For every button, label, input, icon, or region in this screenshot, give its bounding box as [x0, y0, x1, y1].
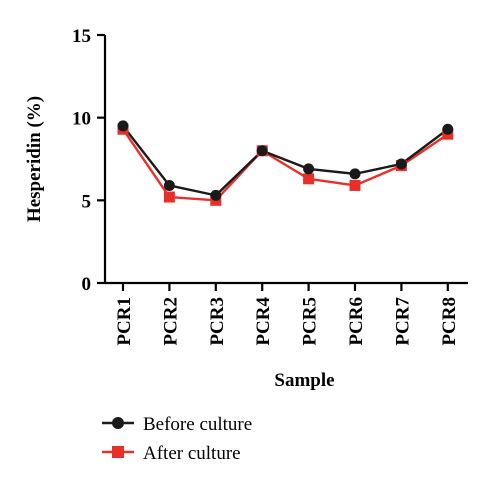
x-tick-label: PCR6: [346, 297, 367, 346]
legend-label-before-culture: Before culture: [143, 414, 252, 435]
series-line-after-culture: [122, 128, 449, 202]
series-line-before-culture: [122, 125, 449, 197]
x-axis-title: Sample: [274, 370, 334, 391]
x-tick-label: PCR8: [439, 297, 460, 346]
data-point-before-culture: [117, 120, 129, 132]
data-point-before-culture: [442, 123, 454, 135]
x-tick-label: PCR2: [160, 297, 181, 346]
x-tick-label: PCR1: [114, 297, 135, 346]
y-tick-label: 15: [72, 26, 91, 47]
data-point-after-culture: [349, 179, 361, 191]
y-tick-label: 10: [72, 109, 91, 130]
y-tick-label: 5: [82, 191, 92, 212]
legend-marker-before-culture: [112, 417, 124, 429]
data-point-before-culture: [210, 189, 222, 201]
series-layer: [117, 120, 454, 206]
data-point-before-culture: [395, 158, 407, 170]
data-point-before-culture: [349, 168, 361, 180]
data-point-before-culture: [163, 179, 175, 191]
y-tick-label: 0: [82, 274, 92, 295]
legend-label-after-culture: After culture: [143, 443, 241, 464]
axes: 0 5 10 15 PCR1 PCR2 PCR3 PCR4 PCR5 PCR6 PCR7 PCR8 He…: [24, 26, 468, 391]
y-axis-title: Hesperidin (%): [24, 96, 45, 222]
data-point-before-culture: [256, 145, 268, 157]
x-tick-label: PCR5: [300, 297, 321, 346]
data-point-after-culture: [303, 173, 315, 185]
legend: Before culture After culture: [102, 414, 252, 464]
legend-marker-after-culture: [112, 446, 124, 458]
x-tick-label: PCR4: [253, 297, 274, 346]
x-tick-label: PCR7: [392, 297, 413, 346]
x-tick-label: PCR3: [207, 297, 228, 346]
data-point-after-culture: [163, 191, 175, 203]
data-point-before-culture: [303, 163, 315, 175]
